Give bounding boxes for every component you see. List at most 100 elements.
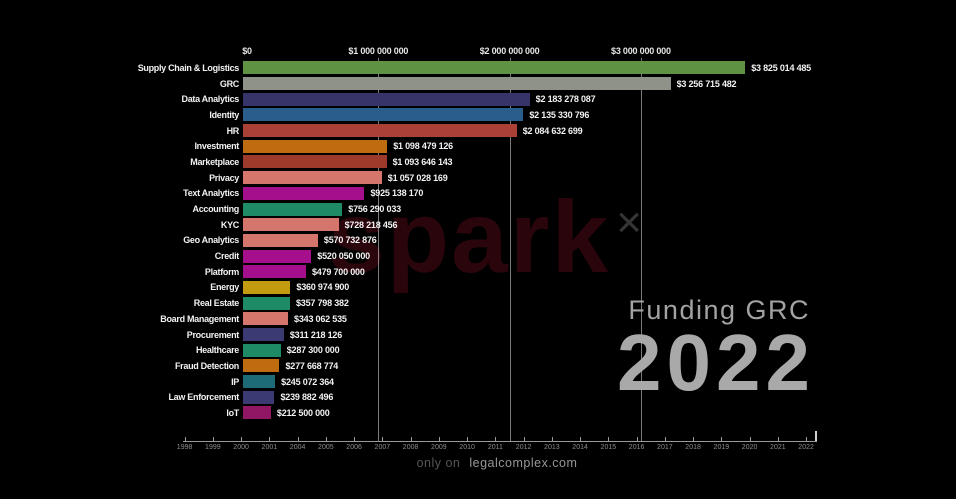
funding-bar: [243, 359, 280, 373]
chart-title: Funding GRC: [628, 295, 810, 325]
bar-row: Platform $479 700 000: [0, 264, 956, 280]
timeline-tick: [693, 437, 695, 441]
funding-bar: [243, 139, 388, 153]
funding-bar: [243, 406, 271, 420]
value-label: $3 256 715 482: [676, 78, 737, 89]
category-label: IoT: [226, 407, 239, 418]
timeline-year-label: 2008: [402, 444, 419, 451]
bar-row: Investment $1 098 479 126: [0, 138, 956, 154]
footer-only-on: only on: [416, 456, 461, 470]
x-axis-tick-label: $3 000 000 000: [611, 46, 671, 56]
timeline-tick: [806, 437, 808, 441]
funding-bar: [243, 390, 275, 404]
category-label: GRC: [219, 78, 239, 89]
value-label: $570 732 876: [323, 235, 377, 246]
value-label: $2 135 330 796: [529, 109, 590, 120]
bar-row: IoT $212 500 000: [0, 405, 956, 421]
funding-bar: [243, 155, 387, 169]
category-label: KYC: [220, 219, 239, 230]
timeline-year-label: 2013: [544, 444, 560, 451]
category-label: Privacy: [209, 172, 239, 183]
timeline-tick: [241, 437, 243, 441]
funding-bar: [243, 61, 746, 75]
timeline-year-label: 2004: [289, 444, 306, 451]
bar-row: HR $2 084 632 699: [0, 123, 956, 139]
bar-row: Identity $2 135 330 796: [0, 107, 956, 123]
value-label: $1 098 479 126: [393, 141, 453, 152]
timeline-tick: [721, 437, 723, 441]
bar-row: Energy $360 974 900: [0, 280, 956, 296]
value-label: $311 218 126: [289, 329, 343, 340]
timeline-year-label: 2020: [741, 444, 758, 451]
value-label: $245 072 364: [281, 376, 334, 387]
category-label: Fraud Detection: [174, 360, 239, 371]
bar-row: Fraud Detection $277 668 774: [0, 358, 956, 374]
funding-bar: [243, 77, 671, 91]
funding-bar: [243, 265, 306, 279]
timeline-year-label: 2010: [459, 444, 475, 451]
category-label: Platform: [204, 266, 239, 277]
bar-row: Board Management $343 062 535: [0, 311, 956, 327]
gridline: [378, 58, 380, 441]
x-axis-tick-label: $2 000 000 000: [479, 46, 540, 56]
bar-row: KYC $728 218 456: [0, 217, 956, 233]
bar-row: GRC $3 256 715 482: [0, 76, 956, 92]
timeline-year-label: 2016: [628, 444, 645, 451]
bar-row: Supply Chain & Logistics $3 825 014 485: [0, 60, 956, 76]
funding-bar: [243, 92, 530, 106]
category-label: Geo Analytics: [183, 235, 239, 246]
timeline-tick: [297, 437, 299, 441]
value-label: $277 668 774: [285, 360, 339, 371]
bar-row: Healthcare $287 300 000: [0, 342, 956, 358]
timeline-tick: [438, 437, 440, 441]
value-label: $728 218 456: [344, 219, 398, 230]
category-label: IP: [231, 376, 239, 387]
bar-row: Marketplace $1 093 646 143: [0, 154, 956, 170]
value-label: $1 057 028 169: [387, 172, 448, 183]
bar-row: Geo Analytics $570 732 876: [0, 233, 956, 249]
category-label: Data Analytics: [181, 94, 240, 105]
value-label: $2 183 278 087: [535, 94, 596, 105]
watermark-text: spark: [328, 180, 611, 294]
category-label: Marketplace: [190, 156, 239, 167]
bar-row: Law Enforcement $239 882 496: [0, 389, 956, 405]
funding-bar: [243, 124, 517, 138]
gridline: [509, 58, 511, 441]
funding-bar: [243, 296, 290, 310]
category-label: Energy: [210, 282, 239, 293]
timeline-year-label: 2005: [318, 444, 334, 451]
timeline-year-label: 2018: [685, 444, 701, 451]
category-label: Board Management: [160, 313, 239, 324]
category-label: Supply Chain & Logistics: [137, 62, 240, 73]
value-label: $360 974 900: [296, 282, 350, 293]
timeline-tick: [636, 437, 638, 441]
value-label: $343 062 535: [294, 313, 347, 324]
funding-bar: [243, 202, 343, 216]
timeline-year-label: 2015: [600, 444, 617, 451]
value-label: $520 050 000: [317, 251, 370, 262]
funding-bar: [243, 233, 318, 247]
timeline-tick: [354, 437, 356, 441]
value-label: $239 882 496: [280, 392, 334, 403]
timeline-tick: [495, 437, 497, 441]
timeline-year-label: 2019: [713, 444, 730, 451]
funding-bar: [243, 249, 312, 263]
category-label: Law Enforcement: [168, 392, 239, 403]
value-label: $3 825 014 485: [751, 62, 811, 73]
timeline-year-label: 2011: [487, 444, 503, 451]
value-label: $357 798 382: [295, 298, 349, 309]
funding-bar: [243, 312, 289, 326]
timeline-tick: [382, 437, 384, 441]
bar-row: Accounting $756 290 033: [0, 201, 956, 217]
category-label: Procurement: [186, 329, 240, 340]
timeline-year-label: 2021: [770, 444, 786, 451]
timeline-tick: [212, 437, 214, 441]
category-label: Real Estate: [193, 298, 240, 309]
value-label: $1 093 646 143: [392, 156, 453, 167]
timeline-year-label: 1999: [205, 444, 221, 451]
funding-bar: [243, 218, 339, 232]
watermark-x-icon: ×: [616, 198, 644, 247]
x-axis-tick-label: $0: [242, 46, 252, 56]
timeline-tick: [523, 437, 525, 441]
